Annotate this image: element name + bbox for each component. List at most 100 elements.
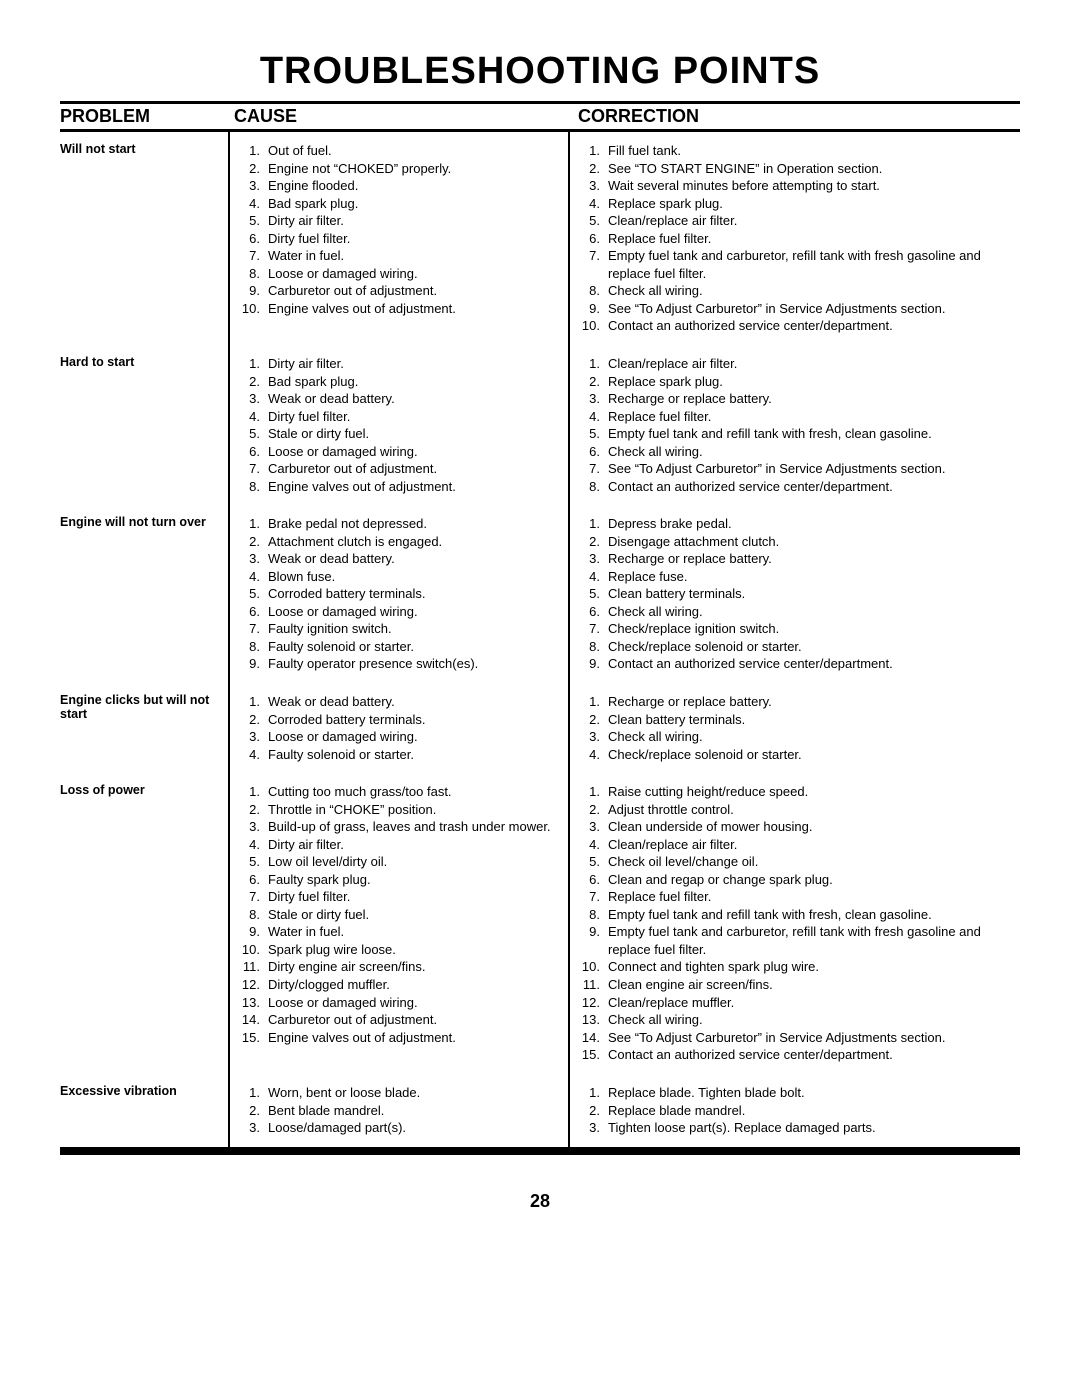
cause-item: Loose or damaged wiring. (264, 603, 560, 621)
correction-item: Check all wiring. (604, 443, 1012, 461)
correction-item: Replace fuel filter. (604, 230, 1012, 248)
correction-item: Contact an authorized service center/dep… (604, 655, 1012, 673)
correction-item: Check all wiring. (604, 282, 1012, 300)
correction-item: Replace fuse. (604, 568, 1012, 586)
cause-item: Throttle in “CHOKE” position. (264, 801, 560, 819)
cause-section: Weak or dead battery.Corroded battery te… (230, 683, 568, 773)
correction-item: Recharge or replace battery. (604, 693, 1012, 711)
correction-item: Clean/replace muffler. (604, 994, 1012, 1012)
troubleshooting-page: TROUBLESHOOTING POINTS PROBLEM CAUSE COR… (0, 0, 1080, 1242)
cause-item: Dirty engine air screen/fins. (264, 958, 560, 976)
correction-item: Replace spark plug. (604, 373, 1012, 391)
cause-item: Engine flooded. (264, 177, 560, 195)
correction-item: See “To Adjust Carburetor” in Service Ad… (604, 1029, 1012, 1047)
cause-item: Carburetor out of adjustment. (264, 1011, 560, 1029)
correction-item: Clean and regap or change spark plug. (604, 871, 1012, 889)
cause-item: Loose/damaged part(s). (264, 1119, 560, 1137)
correction-section: Clean/replace air filter.Replace spark p… (570, 345, 1020, 505)
correction-item: Recharge or replace battery. (604, 550, 1012, 568)
problem-label: Loss of power (60, 773, 228, 1074)
correction-section: Replace blade. Tighten blade bolt.Replac… (570, 1074, 1020, 1147)
row-separator (60, 1151, 228, 1152)
correction-item: Adjust throttle control. (604, 801, 1012, 819)
correction-item: Check all wiring. (604, 728, 1012, 746)
correction-item: See “To Adjust Carburetor” in Service Ad… (604, 460, 1012, 478)
correction-item: Replace spark plug. (604, 195, 1012, 213)
header-correction: CORRECTION (570, 106, 1020, 127)
correction-item: See “To Adjust Carburetor” in Service Ad… (604, 300, 1012, 318)
cause-item: Stale or dirty fuel. (264, 425, 560, 443)
cause-section: Dirty air filter.Bad spark plug.Weak or … (230, 345, 568, 505)
correction-item: Wait several minutes before attempting t… (604, 177, 1012, 195)
cause-item: Engine valves out of adjustment. (264, 478, 560, 496)
correction-item: Check all wiring. (604, 603, 1012, 621)
problem-label: Engine will not turn over (60, 505, 228, 683)
cause-item: Build-up of grass, leaves and trash unde… (264, 818, 560, 836)
cause-item: Out of fuel. (264, 142, 560, 160)
correction-item: Check all wiring. (604, 1011, 1012, 1029)
correction-item: Contact an authorized service center/dep… (604, 478, 1012, 496)
header-cause: CAUSE (230, 106, 570, 127)
cause-item: Bent blade mandrel. (264, 1102, 560, 1120)
cause-item: Carburetor out of adjustment. (264, 282, 560, 300)
correction-item: Tighten loose part(s). Replace damaged p… (604, 1119, 1012, 1137)
correction-item: Fill fuel tank. (604, 142, 1012, 160)
correction-item: Clean battery terminals. (604, 711, 1012, 729)
correction-section: Depress brake pedal.Disengage attachment… (570, 505, 1020, 683)
correction-item: Contact an authorized service center/dep… (604, 317, 1012, 335)
page-number: 28 (60, 1191, 1020, 1212)
cause-item: Dirty air filter. (264, 355, 560, 373)
cause-item: Corroded battery terminals. (264, 585, 560, 603)
cause-item: Stale or dirty fuel. (264, 906, 560, 924)
cause-section: Brake pedal not depressed.Attachment clu… (230, 505, 568, 683)
cause-item: Dirty fuel filter. (264, 408, 560, 426)
cause-item: Dirty fuel filter. (264, 888, 560, 906)
correction-item: Raise cutting height/reduce speed. (604, 783, 1012, 801)
cause-section: Worn, bent or loose blade.Bent blade man… (230, 1074, 568, 1147)
cause-item: Attachment clutch is engaged. (264, 533, 560, 551)
column-problem: Will not startHard to startEngine will n… (60, 132, 230, 1152)
cause-item: Weak or dead battery. (264, 550, 560, 568)
cause-item: Dirty/clogged muffler. (264, 976, 560, 994)
cause-section: Cutting too much grass/too fast.Throttle… (230, 773, 568, 1074)
correction-item: Clean/replace air filter. (604, 355, 1012, 373)
cause-item: Blown fuse. (264, 568, 560, 586)
correction-section: Recharge or replace battery.Clean batter… (570, 683, 1020, 773)
problem-label: Engine clicks but will not start (60, 683, 228, 773)
correction-section: Raise cutting height/reduce speed.Adjust… (570, 773, 1020, 1074)
correction-item: Contact an authorized service center/dep… (604, 1046, 1012, 1064)
cause-item: Worn, bent or loose blade. (264, 1084, 560, 1102)
correction-item: Clean/replace air filter. (604, 836, 1012, 854)
cause-item: Engine valves out of adjustment. (264, 300, 560, 318)
correction-item: Connect and tighten spark plug wire. (604, 958, 1012, 976)
cause-item: Bad spark plug. (264, 373, 560, 391)
cause-item: Faulty ignition switch. (264, 620, 560, 638)
cause-item: Engine not “CHOKED” properly. (264, 160, 560, 178)
correction-item: Replace blade mandrel. (604, 1102, 1012, 1120)
row-separator (570, 1151, 1020, 1152)
cause-item: Loose or damaged wiring. (264, 728, 560, 746)
cause-item: Corroded battery terminals. (264, 711, 560, 729)
correction-item: Replace blade. Tighten blade bolt. (604, 1084, 1012, 1102)
correction-item: Clean engine air screen/fins. (604, 976, 1012, 994)
row-separator (230, 1151, 568, 1152)
cause-item: Loose or damaged wiring. (264, 994, 560, 1012)
cause-item: Weak or dead battery. (264, 693, 560, 711)
correction-item: Empty fuel tank and carburetor, refill t… (604, 247, 1012, 282)
correction-item: Clean/replace air filter. (604, 212, 1012, 230)
cause-item: Weak or dead battery. (264, 390, 560, 408)
table-header: PROBLEM CAUSE CORRECTION (60, 101, 1020, 132)
page-title: TROUBLESHOOTING POINTS (60, 50, 1020, 93)
correction-item: Empty fuel tank and refill tank with fre… (604, 425, 1012, 443)
cause-item: Carburetor out of adjustment. (264, 460, 560, 478)
cause-item: Engine valves out of adjustment. (264, 1029, 560, 1047)
correction-item: Empty fuel tank and refill tank with fre… (604, 906, 1012, 924)
problem-label: Hard to start (60, 345, 228, 505)
correction-item: Check/replace solenoid or starter. (604, 638, 1012, 656)
correction-item: Check oil level/change oil. (604, 853, 1012, 871)
correction-item: Depress brake pedal. (604, 515, 1012, 533)
correction-item: Clean underside of mower housing. (604, 818, 1012, 836)
cause-item: Loose or damaged wiring. (264, 443, 560, 461)
correction-item: Clean battery terminals. (604, 585, 1012, 603)
cause-item: Dirty air filter. (264, 212, 560, 230)
